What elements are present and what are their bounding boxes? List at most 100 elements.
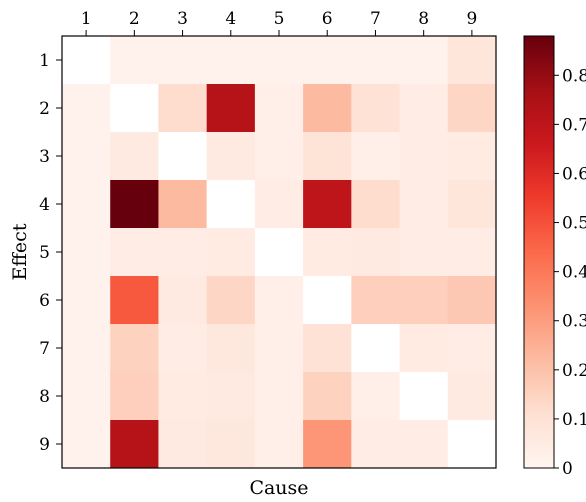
- heatmap-cell: [351, 180, 401, 229]
- colorbar-tick-label: 0.6: [562, 164, 586, 184]
- heatmap-cells: [62, 36, 497, 469]
- heatmap-cell: [206, 228, 256, 277]
- y-tick-label: 1: [39, 51, 50, 71]
- heatmap-cell: [206, 180, 256, 229]
- heatmap-cell: [303, 420, 352, 469]
- y-tick-label: 9: [39, 435, 50, 455]
- y-tick-label: 7: [39, 339, 50, 359]
- heatmap-cell: [447, 372, 497, 421]
- heatmap-cell: [399, 228, 449, 277]
- heatmap-cell: [399, 36, 449, 85]
- heatmap-cell: [447, 420, 497, 469]
- heatmap-cell: [254, 132, 304, 181]
- x-tick-label: 5: [274, 9, 285, 29]
- y-axis-label: Effect: [9, 223, 31, 280]
- colorbar-tick-label: 0.3: [562, 312, 586, 332]
- heatmap-cell: [110, 324, 159, 373]
- colorbar-tick-label: 0.7: [562, 115, 586, 135]
- heatmap-cell: [62, 420, 111, 469]
- heatmap-cell: [62, 132, 111, 181]
- y-tick-label: 8: [39, 387, 50, 407]
- heatmap-cell: [254, 372, 304, 421]
- heatmap-cell: [62, 228, 111, 277]
- heatmap-cell: [351, 324, 401, 373]
- heatmap-cell: [399, 276, 449, 325]
- x-tick-label: 2: [129, 9, 140, 29]
- heatmap-cell: [62, 276, 111, 325]
- colorbar-tick-label: 0.8: [562, 66, 586, 86]
- y-tick-label: 6: [39, 291, 50, 311]
- colorbar-tick-label: 0: [562, 459, 573, 479]
- heatmap-cell: [158, 228, 208, 277]
- heatmap-cell: [158, 324, 208, 373]
- heatmap-cell: [399, 180, 449, 229]
- x-tick-label: 8: [418, 9, 429, 29]
- heatmap-cell: [62, 324, 111, 373]
- heatmap-cell: [303, 36, 352, 85]
- heatmap-cell: [254, 276, 304, 325]
- heatmap-cell: [447, 36, 497, 85]
- heatmap-cell: [447, 276, 497, 325]
- colorbar-tick-label: 0.4: [562, 263, 586, 283]
- heatmap-cell: [206, 276, 256, 325]
- colorbar-tick-label: 0.5: [562, 214, 586, 234]
- x-axis-ticks: 1 2 3 4 5 6 7 8 9: [81, 9, 477, 36]
- heatmap-cell: [62, 372, 111, 421]
- x-tick-label: 1: [81, 9, 92, 29]
- x-tick-label: 4: [225, 9, 236, 29]
- heatmap-cell: [399, 84, 449, 133]
- heatmap-cell: [303, 132, 352, 181]
- heatmap-cell: [62, 36, 111, 85]
- colorbar: 0 0.1 0.2 0.3 0.4 0.5 0.6 0.7 0.8: [523, 35, 586, 479]
- y-tick-label: 2: [39, 99, 50, 119]
- heatmap-cell: [206, 84, 256, 133]
- x-axis-label: Cause: [249, 477, 308, 499]
- heatmap-cell: [399, 324, 449, 373]
- heatmap-cell: [158, 132, 208, 181]
- y-tick-label: 4: [39, 195, 50, 215]
- heatmap-cell: [158, 180, 208, 229]
- heatmap-cell: [158, 36, 208, 85]
- colorbar-tick-label: 0.1: [562, 410, 586, 430]
- heatmap-cell: [254, 420, 304, 469]
- heatmap-cell: [351, 228, 401, 277]
- heatmap-cell: [158, 84, 208, 133]
- heatmap-cell: [62, 180, 111, 229]
- heatmap-cell: [351, 276, 401, 325]
- heatmap-cell: [447, 228, 497, 277]
- heatmap-cell: [254, 324, 304, 373]
- heatmap-cell: [62, 84, 111, 133]
- heatmap-cell: [351, 84, 401, 133]
- heatmap-cell: [110, 276, 159, 325]
- colorbar-tick-label: 0.2: [562, 361, 586, 381]
- heatmap-cell: [110, 180, 159, 229]
- heatmap-cell: [351, 372, 401, 421]
- x-tick-label: 3: [177, 9, 188, 29]
- heatmap-cell: [110, 372, 159, 421]
- heatmap-cell: [351, 420, 401, 469]
- x-tick-label: 9: [466, 9, 477, 29]
- heatmap-cell: [158, 276, 208, 325]
- y-tick-label: 5: [39, 243, 50, 263]
- heatmap-cell: [158, 372, 208, 421]
- heatmap-cell: [206, 132, 256, 181]
- x-tick-label: 6: [322, 9, 333, 29]
- heatmap-cell: [254, 180, 304, 229]
- heatmap-cell: [399, 420, 449, 469]
- heatmap-cell: [254, 84, 304, 133]
- heatmap-cell: [110, 36, 159, 85]
- heatmap-cell: [447, 324, 497, 373]
- heatmap-cell: [110, 84, 159, 133]
- heatmap-cell: [110, 228, 159, 277]
- heatmap-cell: [303, 228, 352, 277]
- heatmap-cell: [399, 372, 449, 421]
- y-tick-label: 3: [39, 147, 50, 167]
- heatmap-cell: [254, 36, 304, 85]
- heatmap-cell: [254, 228, 304, 277]
- heatmap-cell: [158, 420, 208, 469]
- heatmap-cell: [206, 36, 256, 85]
- heatmap-cell: [351, 36, 401, 85]
- heatmap-cell: [303, 84, 352, 133]
- y-axis-ticks: 1 2 3 4 5 6 7 8 9: [39, 51, 62, 455]
